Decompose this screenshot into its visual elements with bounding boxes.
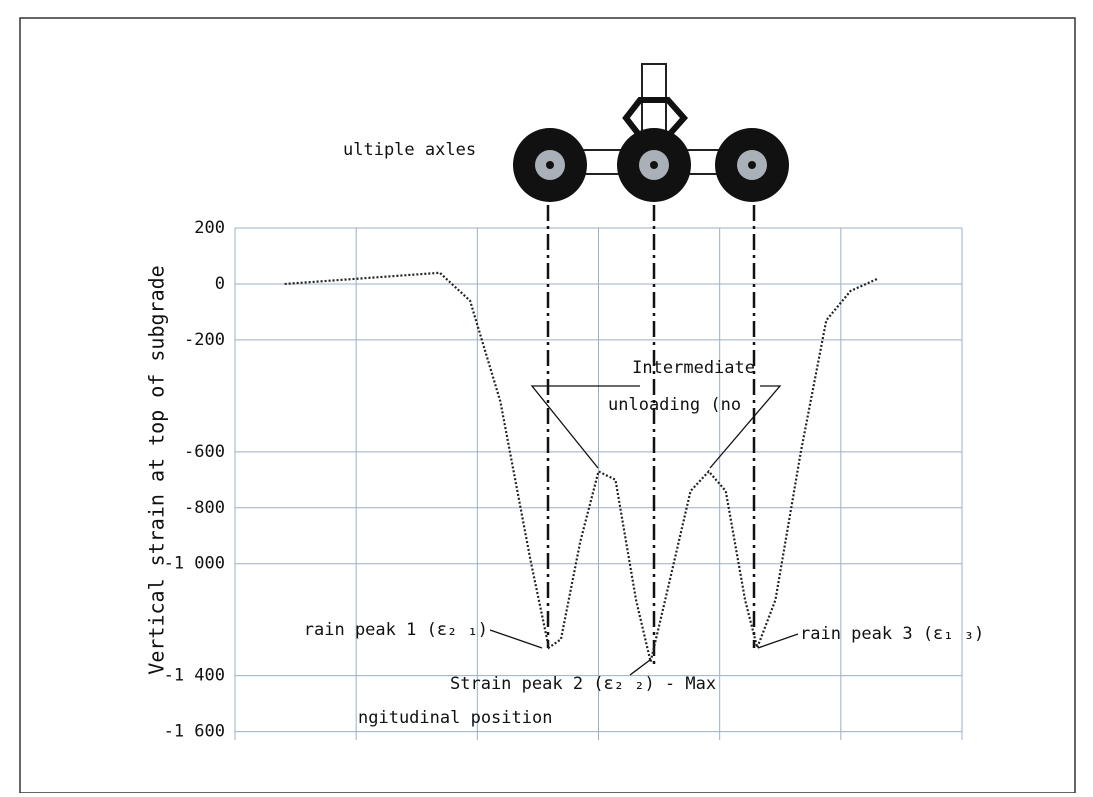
annotation: rain peak 1 (ε₂ ₁) <box>304 620 488 640</box>
x-axis-label: ngitudinal position <box>358 708 552 728</box>
y-tick-label: 200 <box>194 218 225 238</box>
y-tick-label: -1 600 <box>164 722 225 742</box>
landing-gear <box>513 63 789 665</box>
y-tick-label: -1 000 <box>164 554 225 574</box>
annotation: ultiple axles <box>343 140 476 160</box>
annotation: Intermediate <box>632 358 755 378</box>
y-tick-label: -200 <box>184 330 225 350</box>
annotation: unloading (no <box>608 395 741 415</box>
grid <box>234 227 963 740</box>
annotation: Strain peak 2 (ε₂ ₂) - Max <box>450 674 716 694</box>
y-tick-label: -600 <box>184 442 225 462</box>
callout-lines <box>489 385 799 676</box>
y-tick-label: -1 400 <box>164 666 225 686</box>
annotation: rain peak 3 (ε₁ ₃) <box>800 624 984 644</box>
strain-curve <box>284 271 879 662</box>
y-tick-label: -800 <box>184 498 225 518</box>
y-axis-label: Vertical strain at top of subgrade <box>145 265 169 674</box>
y-tick-label: 0 <box>215 274 225 294</box>
